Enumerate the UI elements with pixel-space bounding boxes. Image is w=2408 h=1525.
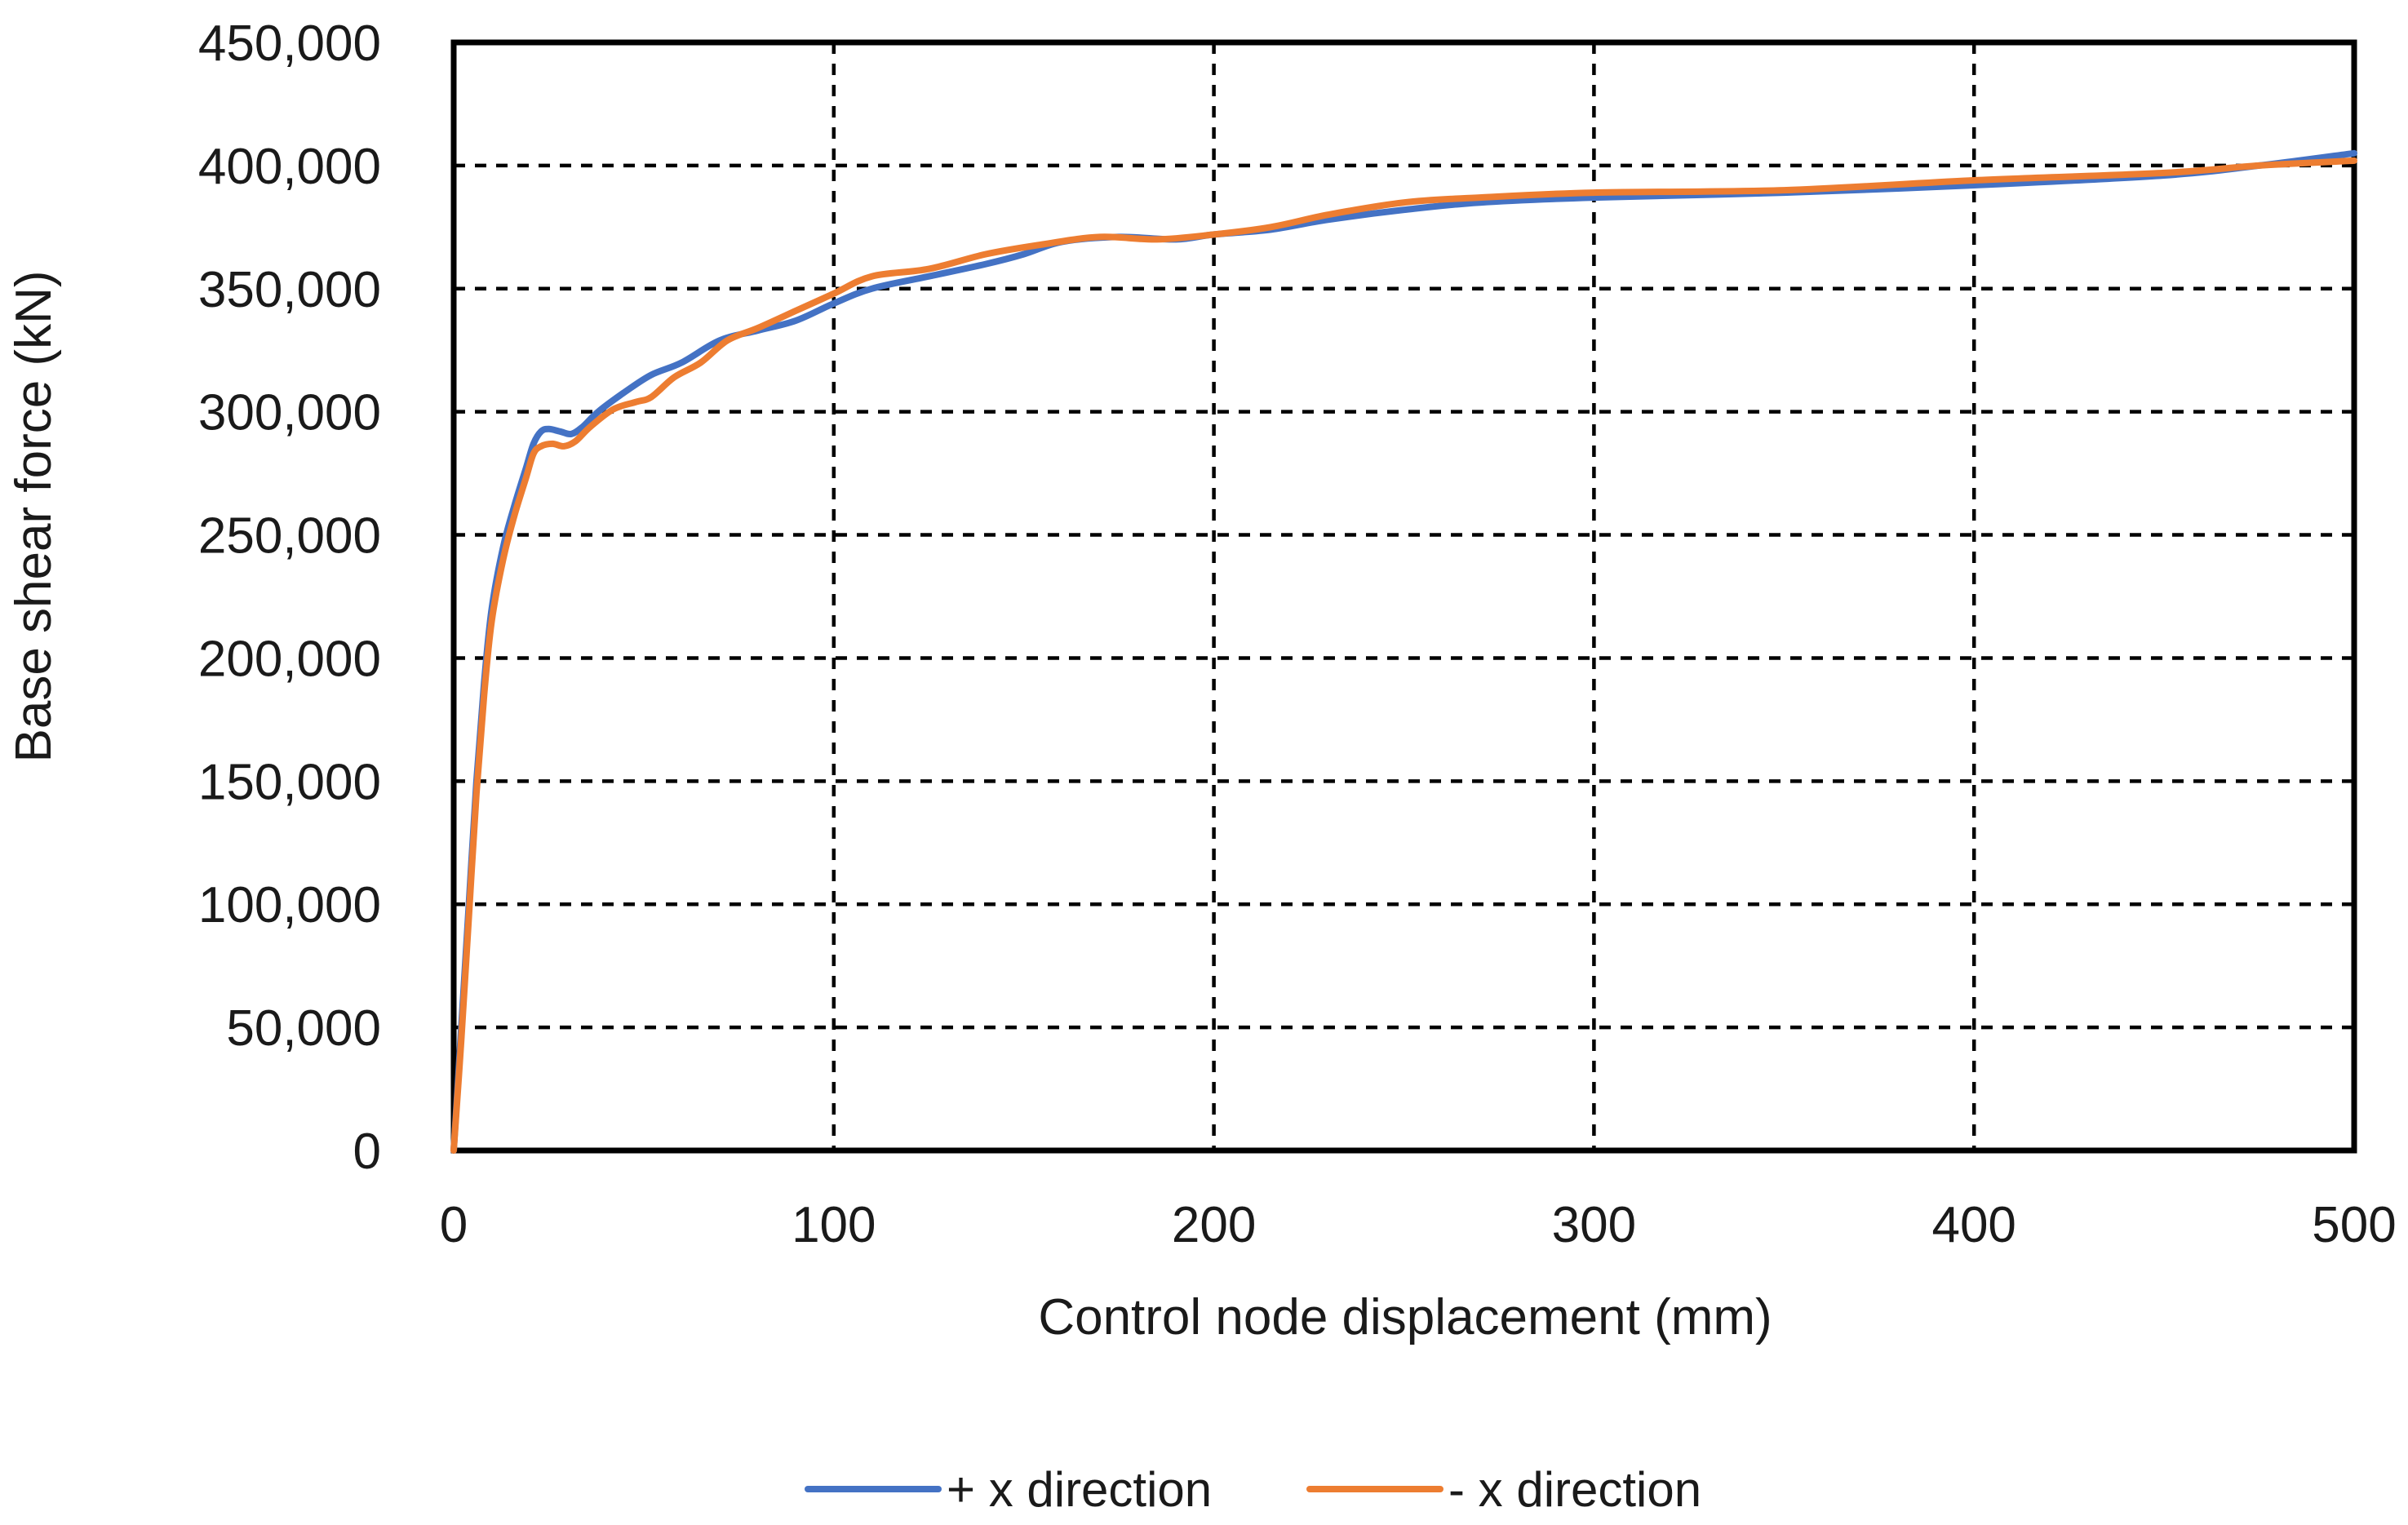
legend-item-plus-x: + x direction — [805, 1462, 1212, 1517]
x-tick-label: 0 — [440, 1197, 468, 1253]
y-tick-label: 150,000 — [198, 754, 381, 810]
y-tick-label: 450,000 — [198, 16, 381, 72]
y-tick-label: 350,000 — [198, 262, 381, 318]
plot-area — [450, 39, 2357, 1154]
x-tick-label: 300 — [1552, 1197, 1636, 1253]
y-tick-label: 0 — [353, 1124, 381, 1180]
series-lines — [450, 149, 2357, 1154]
gridlines — [454, 42, 2354, 1150]
legend: + x direction - x direction — [805, 1462, 1701, 1517]
x-tick-label: 400 — [1931, 1197, 2016, 1253]
y-axis-title: Base shear force (kN) — [6, 271, 62, 763]
y-tick-label: 50,000 — [226, 1000, 381, 1057]
x-tick-label: 100 — [792, 1197, 876, 1253]
series-line-minus-x — [450, 157, 2357, 1154]
x-axis-title: Control node displacement (mm) — [1038, 1289, 1772, 1345]
y-tick-label: 300,000 — [198, 385, 381, 441]
y-tick-label: 100,000 — [198, 877, 381, 933]
legend-label-minus-x: - x direction — [1448, 1462, 1701, 1517]
y-tick-label: 400,000 — [198, 139, 381, 195]
legend-item-minus-x: - x direction — [1306, 1462, 1701, 1517]
x-tick-label: 500 — [2312, 1197, 2396, 1253]
x-tick-label: 200 — [1172, 1197, 1256, 1253]
y-axis-tick-labels: 0 50,000 100,000 150,000 200,000 250,000 300,0… — [198, 16, 381, 1180]
x-axis-tick-labels: 0 100 200 300 400 500 — [440, 1197, 2397, 1253]
plot-frame — [450, 39, 2357, 1154]
y-tick-label: 250,000 — [198, 508, 381, 565]
legend-label-plus-x: + x direction — [947, 1462, 1212, 1517]
y-tick-label: 200,000 — [198, 631, 381, 687]
